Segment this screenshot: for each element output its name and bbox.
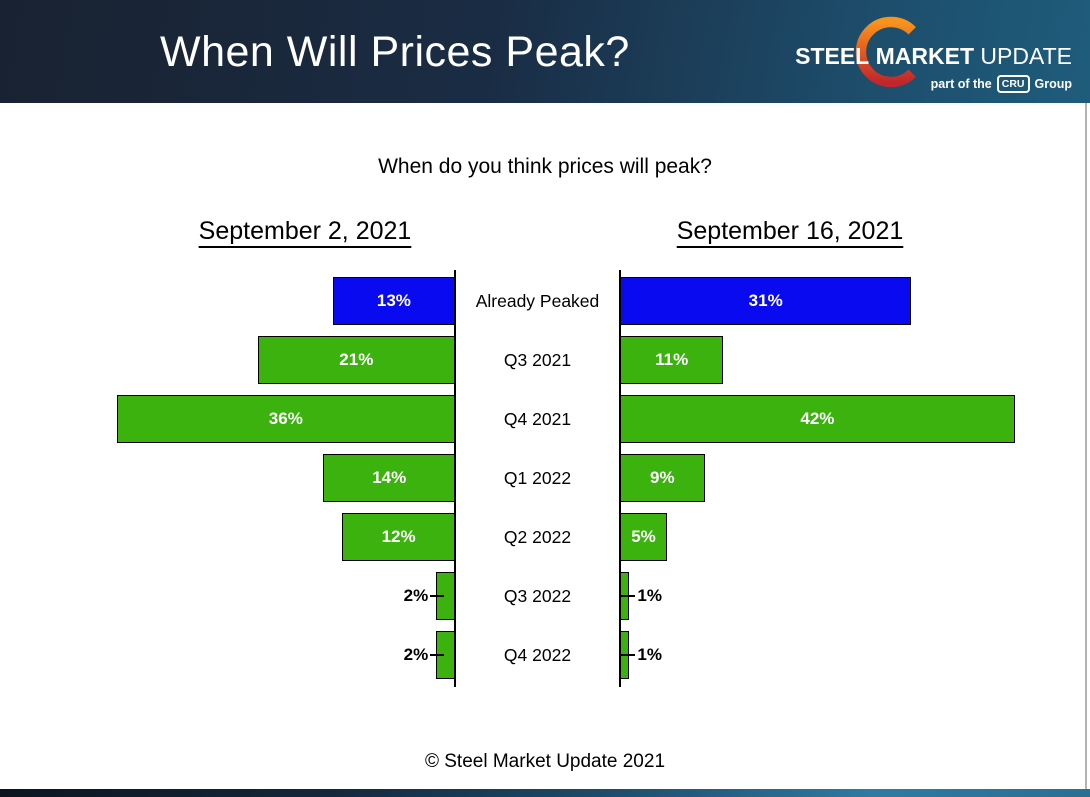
chart-rows: 13% Already Peaked 31% 21% Q3 2021 11% 3…: [0, 272, 1090, 685]
smu-logo: STEEL MARKET UPDATE part of the CRU Grou…: [795, 6, 1082, 98]
chart-row: 21% Q3 2021 11%: [0, 331, 1090, 390]
left-bar-value: 12%: [381, 527, 416, 546]
category-label: Q4 2022: [503, 645, 572, 665]
smu-crescent-icon: [855, 16, 916, 88]
tagline-prefix: part of the: [930, 77, 992, 91]
brand-word-market: MARKET: [875, 43, 975, 69]
category-label: Q1 2022: [503, 468, 572, 488]
right-bar-value: 42%: [800, 409, 835, 428]
right-bar-value: 5%: [631, 527, 656, 546]
page-title: When Will Prices Peak?: [160, 28, 630, 76]
tagline-suffix: Group: [1034, 77, 1073, 91]
category-label: Q4 2021: [503, 409, 572, 429]
category-label: Q3 2022: [503, 586, 572, 606]
left-bar: 21%: [257, 336, 455, 384]
right-bar: 11%: [620, 336, 724, 384]
chart-row: 36% Q4 2021 42%: [0, 390, 1090, 449]
brand-word-steel: STEEL: [795, 43, 870, 69]
right-column-header: September 16, 2021: [676, 217, 904, 245]
category-label: Already Peaked: [475, 291, 600, 311]
window-right-border: [1085, 103, 1087, 789]
right-bar-value-outside: 1%: [637, 645, 662, 664]
left-bar-value: 13%: [376, 291, 411, 310]
right-bar-value: 11%: [655, 350, 689, 369]
brand-name: STEEL MARKET UPDATE: [795, 43, 1072, 69]
right-bar: 5%: [620, 513, 667, 561]
left-bar: 14%: [323, 454, 455, 502]
copyright-text: © Steel Market Update 2021: [424, 751, 666, 772]
header-banner: When Will Prices Peak? STEEL MARKET UPDA…: [0, 0, 1090, 103]
left-bar: 36%: [116, 395, 455, 443]
category-label: Q2 2022: [503, 527, 572, 547]
left-leader-line: [430, 654, 445, 656]
left-bar-value: 36%: [268, 409, 303, 428]
left-column-header: September 2, 2021: [198, 217, 412, 245]
brand-tagline: part of the CRU Group: [931, 75, 1072, 93]
right-leader-line: [621, 654, 636, 656]
left-bar: 13%: [332, 277, 455, 325]
cru-badge: CRU: [996, 75, 1030, 93]
right-bar-value: 9%: [650, 468, 675, 487]
left-bar-value-outside: 2%: [403, 586, 429, 605]
left-bar-value: 14%: [372, 468, 407, 487]
chart-row: 2% Q4 2022 1%: [0, 626, 1090, 685]
category-label: Q3 2021: [503, 350, 572, 370]
right-bar-value-outside: 1%: [637, 586, 662, 605]
right-axis-line: [619, 270, 621, 687]
right-bar: 31%: [620, 277, 912, 325]
right-leader-line: [621, 595, 636, 597]
chart-row: 2% Q3 2022 1%: [0, 567, 1090, 626]
left-bar-value-outside: 2%: [403, 645, 429, 664]
bottom-accent-bar: [0, 789, 1090, 797]
right-bar-value: 31%: [748, 291, 783, 310]
left-leader-line: [430, 595, 445, 597]
left-bar: 12%: [342, 513, 455, 561]
right-bar: 9%: [620, 454, 705, 502]
chart-row: 12% Q2 2022 5%: [0, 508, 1090, 567]
chart-question: When do you think prices will peak?: [378, 155, 712, 178]
brand-word-update: UPDATE: [980, 43, 1072, 69]
left-bar-value: 21%: [339, 350, 374, 369]
right-bar: 42%: [620, 395, 1015, 443]
chart-row: 14% Q1 2022 9%: [0, 449, 1090, 508]
chart-row: 13% Already Peaked 31%: [0, 272, 1090, 331]
